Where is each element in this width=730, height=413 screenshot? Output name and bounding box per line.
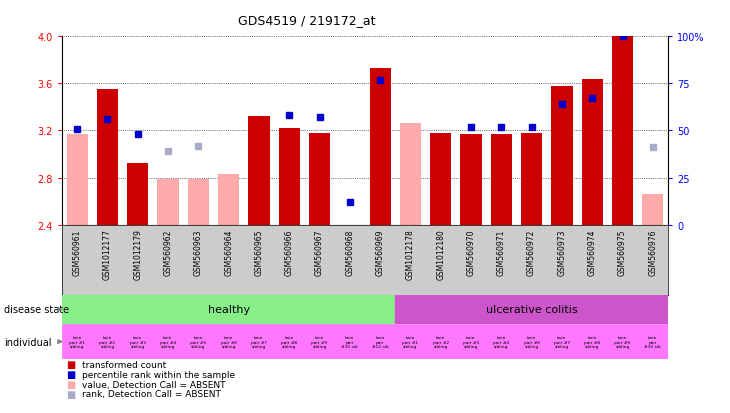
Text: twin
pair #7
sibling: twin pair #7 sibling bbox=[251, 335, 267, 348]
Text: GSM560969: GSM560969 bbox=[376, 229, 385, 275]
Text: transformed count: transformed count bbox=[82, 360, 166, 369]
Text: GSM560971: GSM560971 bbox=[497, 229, 506, 275]
Text: twin
pair #4
sibling: twin pair #4 sibling bbox=[493, 335, 510, 348]
Bar bbox=[66, 135, 88, 225]
Text: twin
pair #6
sibling: twin pair #6 sibling bbox=[220, 335, 237, 348]
Text: twin
pair
#12 sib: twin pair #12 sib bbox=[372, 335, 388, 348]
Bar bbox=[369, 69, 391, 225]
Text: GSM1012178: GSM1012178 bbox=[406, 229, 415, 279]
Text: twin
pair #2
sibling: twin pair #2 sibling bbox=[433, 335, 449, 348]
Text: twin
pair
#10 sib: twin pair #10 sib bbox=[645, 335, 661, 348]
Text: twin
pair #2
sibling: twin pair #2 sibling bbox=[99, 335, 115, 348]
Text: twin
pair #6
sibling: twin pair #6 sibling bbox=[523, 335, 539, 348]
Bar bbox=[158, 179, 179, 225]
Text: GSM560973: GSM560973 bbox=[558, 229, 566, 275]
Bar bbox=[188, 179, 209, 225]
Text: GSM560963: GSM560963 bbox=[194, 229, 203, 275]
Bar bbox=[123, 324, 153, 359]
Bar bbox=[244, 324, 274, 359]
Bar bbox=[97, 90, 118, 225]
Bar bbox=[486, 324, 517, 359]
Bar bbox=[279, 129, 300, 225]
Text: twin
pair #3
sibling: twin pair #3 sibling bbox=[130, 335, 146, 348]
Text: individual: individual bbox=[4, 337, 51, 347]
Text: ■: ■ bbox=[66, 389, 75, 399]
Bar bbox=[642, 195, 664, 225]
Bar bbox=[127, 164, 148, 225]
Text: twin
pair #3
sibling: twin pair #3 sibling bbox=[463, 335, 479, 348]
Bar bbox=[218, 175, 239, 225]
Text: GSM560964: GSM560964 bbox=[224, 229, 233, 275]
Bar bbox=[309, 133, 330, 225]
Bar bbox=[304, 324, 335, 359]
Bar bbox=[214, 324, 244, 359]
Bar bbox=[582, 79, 603, 225]
Bar bbox=[577, 324, 607, 359]
Text: healthy: healthy bbox=[207, 305, 250, 315]
Bar bbox=[426, 324, 456, 359]
Text: twin
pair #1
sibling: twin pair #1 sibling bbox=[402, 335, 418, 348]
Bar bbox=[551, 86, 572, 225]
Text: ■: ■ bbox=[66, 379, 75, 389]
Bar bbox=[638, 324, 668, 359]
Text: twin
pair #4
sibling: twin pair #4 sibling bbox=[160, 335, 176, 348]
Bar bbox=[248, 117, 269, 225]
Bar bbox=[93, 324, 123, 359]
Text: GSM560961: GSM560961 bbox=[73, 229, 82, 275]
Text: GSM560965: GSM560965 bbox=[255, 229, 264, 275]
Bar bbox=[183, 324, 214, 359]
Text: GSM560962: GSM560962 bbox=[164, 229, 172, 275]
Text: ■: ■ bbox=[66, 369, 75, 379]
Text: twin
pair #9
sibling: twin pair #9 sibling bbox=[312, 335, 328, 348]
Text: GSM560967: GSM560967 bbox=[315, 229, 324, 275]
Bar bbox=[365, 324, 396, 359]
Text: GSM560974: GSM560974 bbox=[588, 229, 596, 275]
Text: GSM1012179: GSM1012179 bbox=[134, 229, 142, 279]
Text: twin
pair
#10 sib: twin pair #10 sib bbox=[342, 335, 358, 348]
Bar bbox=[62, 295, 396, 324]
Bar bbox=[547, 324, 577, 359]
Bar bbox=[153, 324, 183, 359]
Text: GSM560968: GSM560968 bbox=[345, 229, 354, 275]
Bar bbox=[396, 324, 426, 359]
Text: ■: ■ bbox=[66, 359, 75, 369]
Text: twin
pair #5
sibling: twin pair #5 sibling bbox=[191, 335, 207, 348]
Bar bbox=[461, 135, 482, 225]
Text: twin
pair #8
sibling: twin pair #8 sibling bbox=[584, 335, 600, 348]
Text: twin
pair #8
sibling: twin pair #8 sibling bbox=[281, 335, 297, 348]
Bar bbox=[335, 324, 365, 359]
Text: disease state: disease state bbox=[4, 305, 69, 315]
Text: GDS4519 / 219172_at: GDS4519 / 219172_at bbox=[238, 14, 375, 27]
Bar bbox=[274, 324, 304, 359]
Text: GSM560976: GSM560976 bbox=[648, 229, 657, 275]
Bar bbox=[491, 135, 512, 225]
Text: GSM1012180: GSM1012180 bbox=[437, 229, 445, 279]
Text: GSM560970: GSM560970 bbox=[466, 229, 475, 275]
Text: value, Detection Call = ABSENT: value, Detection Call = ABSENT bbox=[82, 380, 226, 389]
Bar bbox=[400, 124, 421, 225]
Text: twin
pair #9
sibling: twin pair #9 sibling bbox=[615, 335, 631, 348]
Bar bbox=[396, 295, 668, 324]
Bar bbox=[62, 324, 93, 359]
Text: twin
pair #7
sibling: twin pair #7 sibling bbox=[554, 335, 570, 348]
Text: percentile rank within the sample: percentile rank within the sample bbox=[82, 370, 235, 379]
Bar bbox=[430, 133, 451, 225]
Bar bbox=[517, 324, 547, 359]
Text: ulcerative colitis: ulcerative colitis bbox=[485, 305, 577, 315]
Bar bbox=[521, 133, 542, 225]
Bar bbox=[456, 324, 486, 359]
Bar bbox=[607, 324, 638, 359]
Text: GSM560972: GSM560972 bbox=[527, 229, 536, 275]
Text: GSM1012177: GSM1012177 bbox=[103, 229, 112, 279]
Bar bbox=[612, 37, 633, 225]
Text: twin
pair #1
sibling: twin pair #1 sibling bbox=[69, 335, 85, 348]
Text: rank, Detection Call = ABSENT: rank, Detection Call = ABSENT bbox=[82, 389, 220, 399]
Text: GSM560975: GSM560975 bbox=[618, 229, 627, 275]
Text: GSM560966: GSM560966 bbox=[285, 229, 293, 275]
